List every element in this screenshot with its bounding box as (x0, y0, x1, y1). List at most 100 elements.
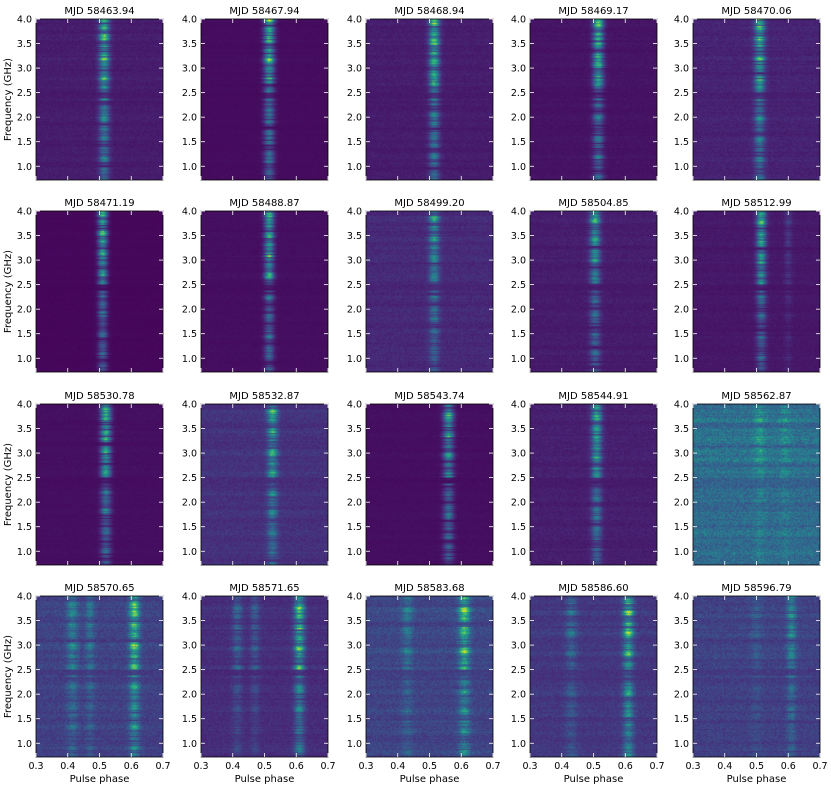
panel-title: MJD 58530.78 (64, 391, 134, 402)
x-axis-label: Pulse phase (235, 774, 295, 785)
y-tick-label: 2.0 (182, 690, 197, 701)
panel-title: MJD 58469.17 (558, 6, 628, 17)
panel-4: MJD 58469.17 1.0 1.5 2.0 2.5 3.0 3.5 4.0 (511, 6, 658, 181)
y-tick-label: 1.5 (347, 714, 362, 725)
y-tick-label: 3.0 (347, 641, 362, 652)
x-tick-label: 0.4 (554, 761, 569, 772)
panel-13: MJD 58543.74 1.0 1.5 2.0 2.5 3.0 3.5 4.0 (347, 391, 494, 566)
y-tick-label: 3.5 (17, 39, 32, 50)
y-tick-label: 1.5 (182, 522, 197, 533)
x-tick-label: 0.4 (717, 761, 732, 772)
panel-title: MJD 58562.87 (721, 391, 791, 402)
y-tick-label: 2.0 (17, 305, 32, 316)
y-tick-label: 1.5 (511, 329, 526, 340)
x-tick-label: 0.7 (649, 761, 664, 772)
y-tick-label: 3.5 (17, 231, 32, 242)
y-tick-label: 3.5 (347, 616, 362, 627)
y-tick-label: 1.0 (182, 547, 197, 558)
panel-18: MJD 58583.68 1.0 1.5 2.0 2.5 3.0 3.5 4.0 0.3 0.4 0… (347, 583, 501, 785)
x-tick-label: 0.7 (320, 761, 335, 772)
y-tick-label: 3.0 (347, 449, 362, 460)
y-tick-label: 2.5 (674, 665, 689, 676)
y-tick-label: 3.5 (674, 616, 689, 627)
y-tick-label: 2.5 (347, 88, 362, 99)
panel-19: MJD 58586.60 1.0 1.5 2.0 2.5 3.0 3.5 4.0 0.3 0.4 0… (511, 583, 665, 785)
y-tick-label: 1.5 (674, 714, 689, 725)
y-tick-label: 3.0 (17, 64, 32, 75)
heatmap-image (530, 19, 657, 180)
y-tick-label: 4.0 (511, 15, 526, 26)
x-tick-label: 0.5 (586, 761, 601, 772)
y-tick-label: 3.5 (347, 39, 362, 50)
panel-title: MJD 58570.65 (64, 583, 134, 594)
y-tick-label: 4.0 (17, 592, 32, 603)
y-tick-label: 2.5 (674, 280, 689, 291)
y-tick-label: 4.0 (17, 15, 32, 26)
x-tick-label: 0.6 (618, 761, 633, 772)
x-tick-label: 0.7 (812, 761, 827, 772)
panel-title: MJD 58571.65 (229, 583, 299, 594)
y-tick-label: 1.5 (17, 714, 32, 725)
x-tick-label: 0.6 (454, 761, 469, 772)
y-tick-label: 1.5 (182, 329, 197, 340)
x-tick-label: 0.7 (485, 761, 500, 772)
panel-title: MJD 58471.19 (64, 198, 134, 209)
y-tick-label: 1.5 (17, 137, 32, 148)
panel-title: MJD 58499.20 (394, 198, 464, 209)
y-tick-label: 1.5 (674, 522, 689, 533)
heatmap-image (530, 596, 657, 757)
y-axis-label: Frequency (GHz) (3, 250, 14, 333)
heatmap-image (693, 211, 820, 372)
y-tick-label: 2.0 (347, 305, 362, 316)
y-tick-label: 3.0 (511, 449, 526, 460)
y-tick-label: 3.0 (182, 641, 197, 652)
y-tick-label: 3.5 (674, 424, 689, 435)
y-tick-label: 3.0 (674, 64, 689, 75)
y-tick-label: 2.0 (347, 498, 362, 509)
y-tick-label: 2.0 (511, 305, 526, 316)
x-tick-label: 0.5 (257, 761, 272, 772)
y-tick-label: 3.5 (182, 39, 197, 50)
y-tick-label: 2.0 (674, 113, 689, 124)
y-tick-label: 1.0 (674, 739, 689, 750)
x-tick-label: 0.4 (60, 761, 75, 772)
y-tick-label: 3.0 (674, 256, 689, 267)
y-tick-label: 3.0 (511, 64, 526, 75)
heatmap-image (693, 596, 820, 757)
y-tick-label: 1.5 (511, 137, 526, 148)
y-tick-label: 3.5 (17, 424, 32, 435)
y-tick-label: 2.0 (347, 690, 362, 701)
y-tick-label: 1.0 (182, 354, 197, 365)
y-tick-label: 4.0 (182, 207, 197, 218)
y-tick-label: 2.5 (17, 473, 32, 484)
heatmap-image (693, 19, 820, 180)
y-tick-label: 2.0 (511, 690, 526, 701)
y-tick-label: 1.5 (347, 137, 362, 148)
y-tick-label: 4.0 (674, 400, 689, 411)
y-tick-label: 3.5 (511, 616, 526, 627)
panel-6: MJD 58471.19 1.0 1.5 2.0 2.5 3.0 3.5 4.0 Frequen… (3, 198, 164, 373)
heatmap-image (36, 596, 163, 757)
y-tick-label: 1.5 (511, 714, 526, 725)
y-tick-label: 4.0 (674, 592, 689, 603)
panel-title: MJD 58488.87 (229, 198, 299, 209)
y-tick-label: 2.0 (674, 690, 689, 701)
y-tick-label: 4.0 (17, 400, 32, 411)
y-tick-label: 2.0 (182, 498, 197, 509)
y-tick-label: 1.5 (347, 329, 362, 340)
panel-12: MJD 58532.87 1.0 1.5 2.0 2.5 3.0 3.5 4.0 (182, 391, 329, 566)
heatmap-image (201, 211, 328, 372)
y-tick-label: 1.5 (674, 137, 689, 148)
panel-title: MJD 58468.94 (394, 6, 464, 17)
panel-10: MJD 58512.99 1.0 1.5 2.0 2.5 3.0 3.5 4.0 (674, 198, 821, 373)
panel-title: MJD 58544.91 (558, 391, 628, 402)
heatmap-image (366, 596, 493, 757)
y-tick-label: 3.0 (182, 256, 197, 267)
y-tick-label: 3.0 (674, 641, 689, 652)
y-tick-label: 1.0 (674, 547, 689, 558)
y-tick-label: 3.0 (182, 449, 197, 460)
heatmap-image (693, 404, 820, 565)
y-tick-label: 4.0 (511, 400, 526, 411)
x-tick-label: 0.4 (225, 761, 240, 772)
